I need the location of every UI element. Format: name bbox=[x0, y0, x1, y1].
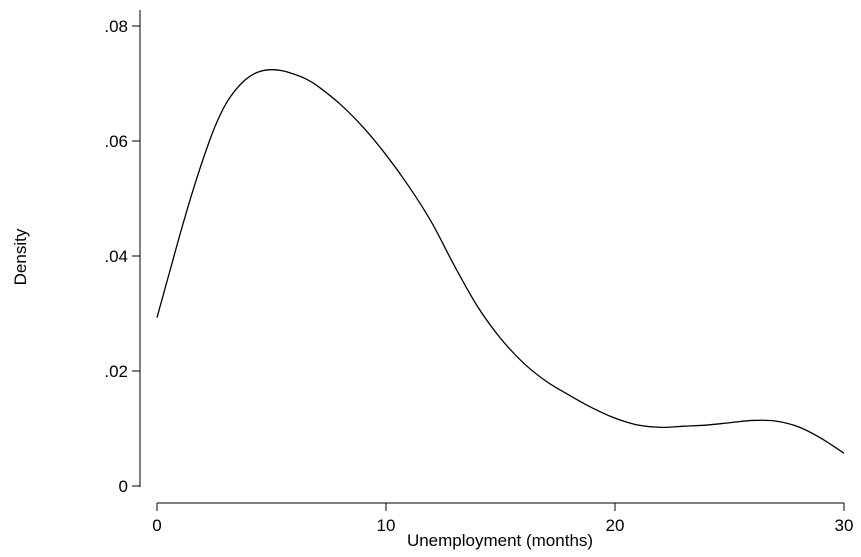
x-tick-label: 0 bbox=[152, 516, 161, 535]
x-tick-label: 10 bbox=[377, 516, 396, 535]
y-tick-label: .02 bbox=[104, 362, 128, 381]
density-line bbox=[156, 69, 845, 454]
plot-area bbox=[156, 69, 845, 454]
y-tick-label: .06 bbox=[104, 132, 128, 151]
y-tick-label: .04 bbox=[104, 247, 128, 266]
axes: 0 .02 .04 .06 .08 0 10 20 30 bbox=[104, 10, 853, 535]
x-axis-title: Unemployment (months) bbox=[407, 531, 593, 550]
y-tick-label: .08 bbox=[104, 17, 128, 36]
x-tick-label: 30 bbox=[835, 516, 854, 535]
y-axis-title: Density bbox=[11, 228, 30, 285]
y-tick-label: 0 bbox=[119, 477, 128, 496]
x-tick-label: 20 bbox=[606, 516, 625, 535]
